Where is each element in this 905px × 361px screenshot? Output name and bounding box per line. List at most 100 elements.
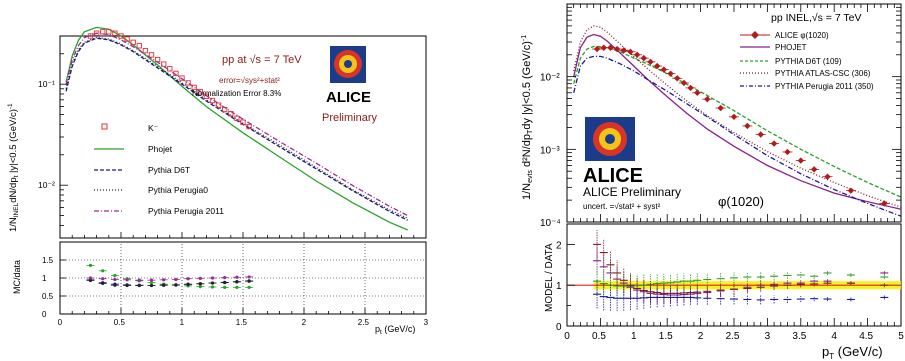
left-legend-label-3: Pythia Perugia0	[148, 185, 208, 195]
right-y-axis-label: 1/Nevts d²N/dpTdy |y|<0.5 (GeV/c)-1	[521, 35, 534, 200]
left-x-tick-label: 1.5	[236, 318, 248, 327]
left-ratio-point	[174, 277, 178, 282]
kminus-data-point	[203, 93, 210, 99]
right-bottom-plot: 0 1 2 0 0.5 1 1.5 2 2.5 3 3.5 4 4.5 5 MODEL / DATA pT…	[544, 223, 904, 361]
left-ratio-point	[162, 278, 166, 282]
left-ratio-point	[101, 269, 105, 273]
right-x-tick-label: 2.5	[726, 331, 740, 342]
left-ratio-point	[174, 283, 178, 287]
left-ratio-y-tick-label: 1.5	[42, 256, 54, 265]
left-subtitle: error=√sys²+stat²	[219, 76, 280, 85]
left-ratio-point	[149, 283, 154, 288]
phi-data-point	[667, 70, 674, 77]
left-x-tick-label: 1	[180, 318, 185, 327]
kminus-data-point	[167, 66, 173, 72]
left-top-frame	[59, 35, 427, 239]
left-ratio-point	[101, 281, 105, 285]
left-ratio-point	[113, 283, 117, 287]
kminus-data-point	[173, 70, 179, 77]
left-ratio-point	[88, 278, 93, 283]
phi-data-point	[687, 84, 694, 92]
right-y-tick-label: 10⁻⁴	[540, 218, 561, 229]
left-x-axis-label: pt (GeV/c)	[375, 324, 415, 336]
right-x-axis-label: pT (GeV/c)	[822, 344, 883, 361]
phi-data-point	[824, 173, 831, 180]
left-ratio-point	[162, 283, 166, 287]
phi-data-point	[627, 48, 634, 55]
right-top-2-series-line	[573, 45, 902, 198]
kminus-data-point	[215, 102, 222, 108]
right-uncert-note: uncert. =√stat² + syst²	[583, 202, 661, 211]
right-preliminary-label: ALICE Preliminary	[583, 185, 681, 199]
right-legend-label-2: PYTHIA D6T (109)	[775, 57, 842, 66]
right-x-tick-label: 0.5	[592, 331, 606, 342]
left-ratio-point	[210, 281, 215, 285]
left-ratio-point	[88, 263, 93, 267]
left-legend-label-0: K⁻	[148, 123, 159, 133]
right-top-plot: 10⁻⁴ 10⁻³ 10⁻² 1/Nevts d²N/dpTdy |y|<0.5 (…	[521, 3, 902, 229]
left-ratio-point	[125, 278, 129, 282]
kminus-data-point	[161, 61, 167, 67]
left-ratio-point	[247, 285, 251, 289]
left-x-tick-label: 0.5	[114, 318, 126, 327]
left-ratio-point	[210, 276, 215, 280]
left-ratio-point	[113, 273, 117, 278]
right-y-tick-label: 10⁻²	[540, 73, 560, 84]
left-title: pp at √s = 7 TeV	[222, 54, 302, 66]
right-legend-label-4: PYTHIA Perugia 2011 (350)	[775, 82, 874, 91]
phi-data-point	[680, 79, 688, 87]
right-x-tick-label: 4.5	[859, 331, 873, 342]
right-legend-label-0: ALICE φ(1020)	[775, 31, 829, 40]
left-bottom-plot: 0 0.5 1 1.5 0 0.5 1 1.5 2 2.5 3 MC/data pt (GeV/c)	[12, 241, 429, 336]
left-legend-label-2: Pythia D6T	[148, 165, 190, 175]
left-norm-note: Normalization Error 8.3%	[192, 89, 281, 98]
left-ratio-point	[235, 280, 239, 284]
right-x-tick-label: 3	[765, 331, 771, 342]
kminus-data-point	[106, 29, 112, 35]
right-x-tick-label: 2	[698, 331, 704, 342]
right-legend-symbol-alice	[751, 31, 759, 39]
left-ratio-point	[186, 282, 190, 287]
kminus-data-point	[228, 111, 234, 117]
phi-data-point	[797, 157, 804, 164]
kminus-data-point	[222, 106, 228, 113]
phi-data-point	[757, 131, 764, 138]
kminus-data-point	[124, 36, 130, 42]
left-top-3-series-line	[65, 36, 408, 219]
left-ratio-point	[186, 277, 190, 281]
left-logo-text: ALICE	[326, 89, 371, 106]
left-ratio-point	[223, 276, 227, 280]
phi-data-point	[660, 66, 668, 73]
kminus-data-point	[118, 33, 124, 39]
kminus-data-point	[148, 52, 155, 58]
left-ratio-point	[113, 277, 117, 282]
kminus-data-point	[240, 119, 246, 125]
kminus-data-point	[209, 97, 216, 104]
left-y-axis-label: 1/NINELdN/dpt |y|<0.5 (GeV/c)-1	[7, 103, 20, 232]
left-top-plot: 10⁻² 10⁻¹ 1/NINELdN/dpt |y|<0.5 (GeV/c)-1…	[7, 26, 427, 239]
left-ratio-point	[198, 276, 202, 280]
left-x-tick-label: 0	[58, 318, 63, 327]
left-ratio-point	[235, 285, 239, 289]
left-ratio-point	[88, 276, 93, 280]
left-preliminary-label: Preliminary	[322, 112, 378, 124]
right-ratio-y-tick-label: 2	[556, 240, 562, 251]
left-ratio-point	[247, 275, 251, 279]
kminus-data-point	[142, 47, 149, 54]
left-ratio-point	[101, 277, 105, 281]
left-top-1-series-line	[65, 26, 408, 231]
right-x-tick-label: 1	[631, 331, 637, 342]
kminus-data-point	[185, 80, 191, 86]
right-alice-logo: ALICE	[583, 117, 643, 187]
left-alice-logo: ALICE	[326, 46, 371, 106]
right-legend: ALICE φ(1020) PHOJET PYTHIA D6T (109) PY…	[740, 31, 874, 91]
kminus-data-point	[112, 30, 118, 36]
left-ratio-point	[137, 283, 141, 288]
right-ratio-y-tick-label: 0	[556, 322, 562, 333]
right-ratio-y-tick-label: 1	[556, 281, 562, 292]
right-top-1-series-line	[573, 33, 902, 210]
kminus-data-point	[191, 84, 197, 91]
kminus-data-point	[87, 33, 94, 39]
kminus-data-point	[197, 89, 203, 95]
phi-data-point	[647, 58, 654, 66]
